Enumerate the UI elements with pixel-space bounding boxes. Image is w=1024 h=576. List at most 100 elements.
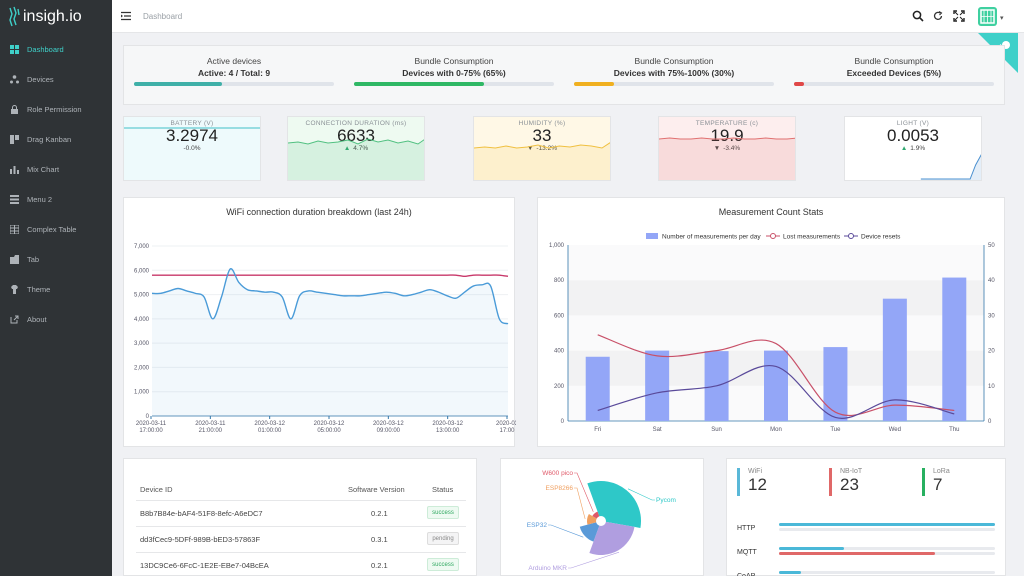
wifi-x-tick-date: 2020-03-12 — [314, 421, 345, 427]
sparkline-line — [288, 138, 424, 145]
metric-sparkline — [474, 142, 610, 180]
sidebar-item-about[interactable]: About — [0, 304, 112, 334]
metric-value: 19.9 — [710, 126, 744, 145]
metric-sparkline — [124, 127, 260, 129]
bundle-stat: Bundle Consumption Exceeded Devices (5%) — [794, 56, 994, 86]
measure-bar[interactable] — [882, 298, 907, 421]
pie-slice-label: ESP8266 — [546, 485, 574, 492]
table-row[interactable]: B8b7B84e-bAF4-51F8-8efc-A6eDC7 0.2.1 succe… — [124, 506, 478, 535]
measure-y2-tick-label: 20 — [988, 349, 995, 355]
protocol-bar-fill — [779, 523, 995, 526]
breadcrumb[interactable]: Dashboard — [143, 12, 183, 21]
bundle-title: Bundle Consumption — [414, 56, 494, 66]
metric-card[interactable]: BATTERY (V) 3.2974 -0.0% — [123, 116, 261, 181]
refresh-icon[interactable] — [932, 10, 944, 22]
metric-card[interactable]: TEMPERATURE (c) 19.9 ▼ -3.4% — [658, 116, 796, 181]
sparkline-area — [920, 155, 981, 180]
sidebar-nav: Dashboard Devices Role Permission Drag Kanb… — [0, 34, 112, 334]
bundle-value: Devices with 75%-100% (30%) — [613, 68, 735, 78]
protocol-bar-fill — [779, 552, 935, 555]
pie-slice[interactable] — [579, 521, 601, 542]
bundle-summary-card: Active devices Active: 4 / Total: 9 Bundle… — [123, 45, 1005, 105]
bundle-progress-fill — [134, 82, 222, 86]
metric-label: TEMPERATURE (c) — [695, 120, 759, 127]
wifi-x-tick-time: 21:00:00 — [199, 428, 223, 434]
bundle-progress-track — [354, 82, 554, 86]
protocol-bar-fill — [779, 571, 801, 574]
measure-bar[interactable] — [645, 350, 670, 421]
status-badge: success — [427, 506, 459, 519]
wifi-x-tick-date: 2020-03-12 — [432, 421, 463, 427]
sidebar-item-dashboard[interactable]: Dashboard — [0, 34, 112, 64]
protocol-count: 12 — [748, 475, 767, 494]
menu-toggle-icon[interactable] — [121, 11, 131, 21]
measure-legend-item[interactable]: Number of measurements per day — [646, 233, 761, 241]
measure-x-tick-label: Sat — [653, 427, 662, 433]
arrow-up-icon: ▲ — [900, 145, 908, 152]
measure-bar[interactable] — [942, 277, 967, 421]
pie-slice-label: W600 pico — [542, 470, 573, 477]
device-type-pie-chart: Pycom Arduino MKR ESP32 ESP8266 W600 pico — [527, 470, 676, 572]
measure-bar[interactable] — [764, 350, 788, 421]
table-column-header[interactable]: Status — [432, 485, 454, 494]
pie-label-line — [568, 551, 620, 569]
measure-bar[interactable] — [823, 347, 848, 421]
measure-y2-tick-label: 40 — [988, 278, 995, 284]
protocol-bar-track — [779, 571, 995, 574]
measure-legend-item[interactable]: Lost measurements — [766, 233, 841, 241]
wifi-x-tick-time: 17:00:00 — [139, 428, 163, 434]
measurement-chart-title: Measurement Count Stats — [718, 207, 824, 217]
legend-label: Device resets — [861, 234, 901, 241]
protocol-bar-track — [779, 523, 995, 526]
sidebar-item-tab[interactable]: Tab — [0, 244, 112, 274]
wifi-chart-title: WiFi connection duration breakdown (last… — [226, 207, 412, 217]
measure-x-tick-label: Sun — [711, 427, 722, 433]
fullscreen-icon[interactable] — [953, 10, 965, 22]
sparkline-area — [474, 142, 610, 180]
metric-label: LIGHT (V) — [896, 120, 930, 127]
wifi-series-line — [152, 274, 509, 278]
sidebar-item-label: Dashboard — [27, 44, 64, 54]
avatar-dropdown-caret-icon[interactable]: ▾ — [1000, 15, 1004, 22]
measure-bar[interactable] — [585, 356, 610, 421]
table-column-header[interactable]: Software Version — [348, 485, 405, 494]
measure-legend-item[interactable]: Device resets — [844, 233, 901, 241]
sparkline-line — [659, 137, 795, 140]
pie-label-line — [548, 524, 584, 538]
metric-label: HUMIDITY (%) — [518, 120, 566, 127]
pie-label-line — [627, 488, 655, 501]
table-row[interactable]: 13DC9Ce6-6FcC-1E2E-EBe7-04BcEA 0.2.1 succe… — [124, 558, 478, 576]
metric-card[interactable]: HUMIDITY (%) 33 ▼ -13.2% — [473, 116, 611, 181]
legend-swatch — [646, 233, 658, 239]
metric-card[interactable]: CONNECTION DURATION (ms) 6633 ▲ 4.7% — [287, 116, 425, 181]
table-row-divider — [136, 552, 466, 553]
sidebar-item-devices[interactable]: Devices — [0, 64, 112, 94]
search-icon[interactable] — [912, 10, 924, 22]
tab-icon — [10, 254, 19, 264]
pie-slice[interactable] — [589, 521, 635, 555]
table-column-header[interactable]: Device ID — [140, 485, 173, 494]
metric-delta-value: 4.7% — [353, 145, 369, 152]
avatar[interactable] — [978, 7, 997, 26]
sidebar-item-menu-2[interactable]: Menu 2 — [0, 184, 112, 214]
bundle-title: Bundle Consumption — [634, 56, 714, 66]
table-icon — [10, 224, 19, 234]
sidebar-item-mix-chart[interactable]: Mix Chart — [0, 154, 112, 184]
software-version-cell: 0.2.1 — [371, 509, 388, 518]
wifi-series-line — [151, 268, 509, 325]
table-row[interactable]: dd3fCec9-5DFf-989B-bED3-57863F 0.3.1 pendi… — [124, 532, 478, 561]
sidebar-item-theme[interactable]: Theme — [0, 274, 112, 304]
sidebar-item-complex-table[interactable]: Complex Table — [0, 214, 112, 244]
measure-y-tick-label: 0 — [561, 419, 565, 425]
protocol-name: WiFi — [748, 468, 762, 475]
sidebar-item-role-permission[interactable]: Role Permission — [0, 94, 112, 124]
measure-y-tick-label: 400 — [554, 349, 565, 355]
pie-slice[interactable] — [587, 514, 601, 525]
wifi-y-tick-label: 7,000 — [134, 244, 150, 250]
app-logo[interactable]: insigh.io — [0, 0, 112, 34]
wifi-y-tick-label: 1,000 — [134, 390, 150, 396]
sidebar-item-label: Theme — [27, 284, 51, 294]
metric-card[interactable]: LIGHT (V) 0.0053 ▲ 1.9% — [844, 116, 982, 181]
device-id-cell: dd3fCec9-5DFf-989B-bED3-57863F — [140, 535, 261, 544]
sidebar-item-drag-kanban[interactable]: Drag Kanban — [0, 124, 112, 154]
